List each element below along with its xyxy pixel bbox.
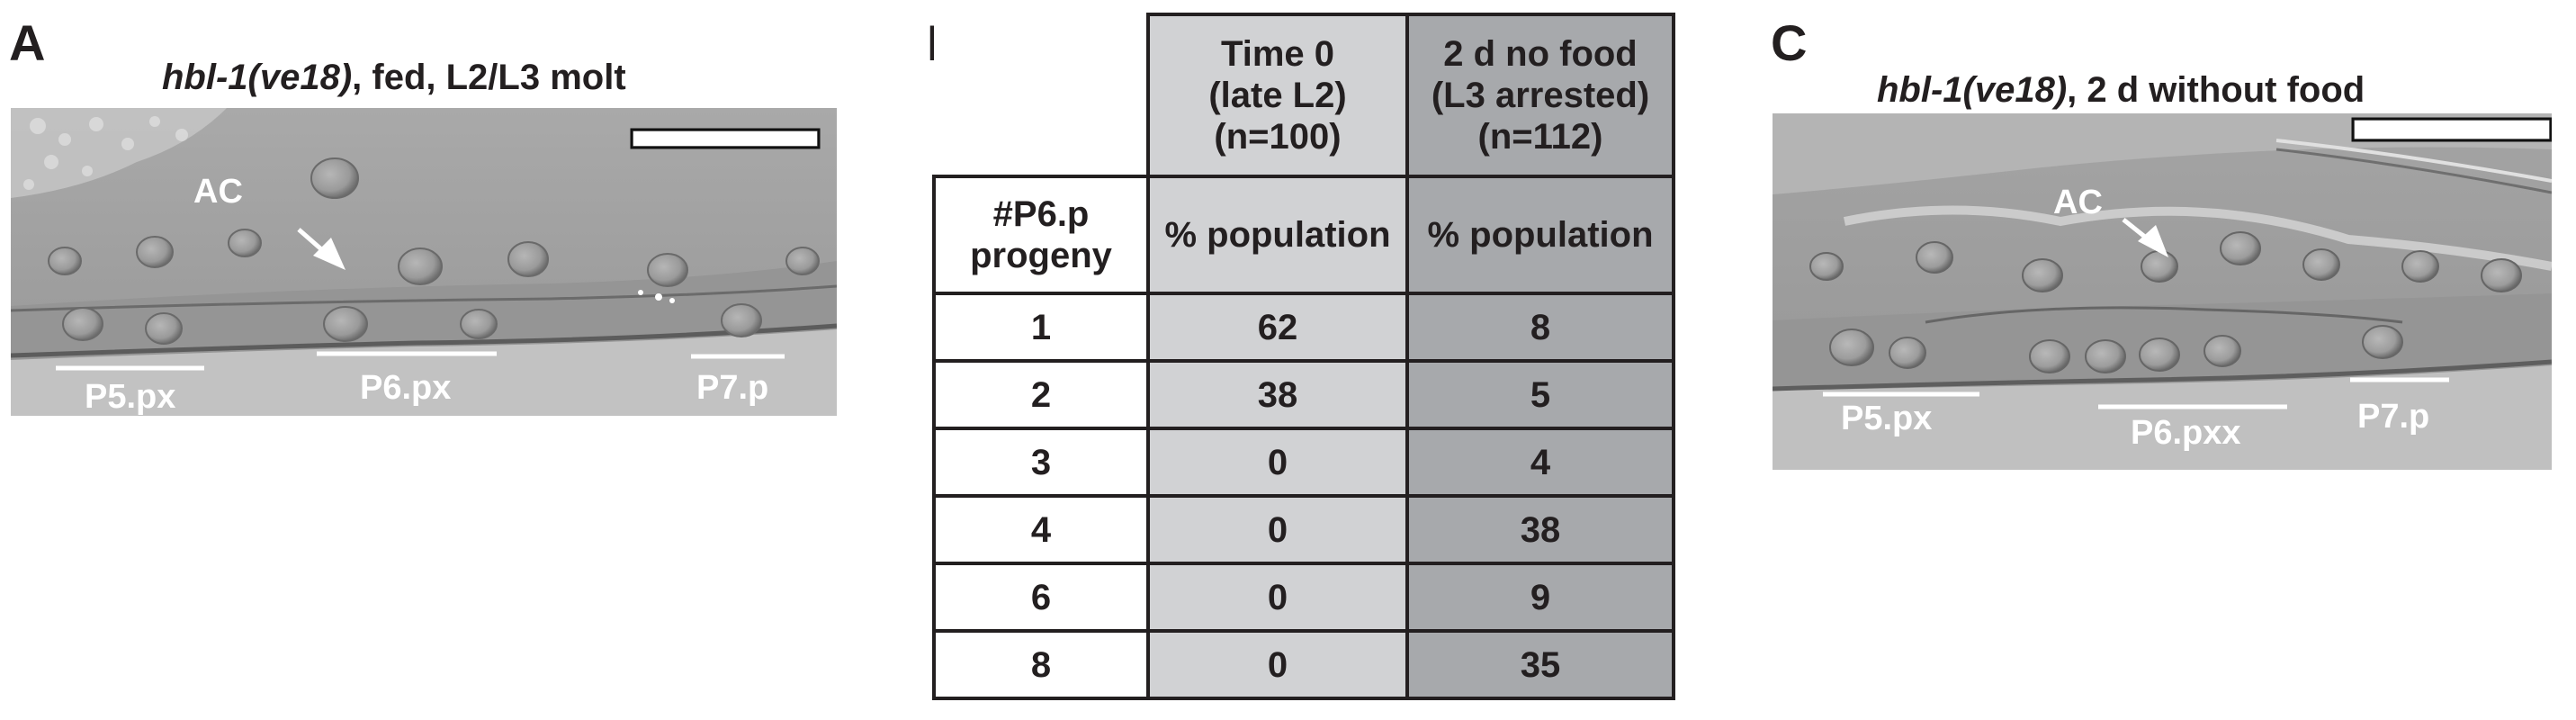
progeny-cell: 1 [932,292,1150,363]
panel-c-ac-arrowhead [2138,225,2168,257]
panel-c-p5-label: P5.px [1841,400,1933,437]
col-header-time0: Time 0 (late L2) (n=100) [1146,13,1409,178]
panel-c-title: hbl-1(ve18), 2 d without food [1877,72,2365,108]
no-food-cell: 5 [1405,359,1675,430]
progeny-table: Time 0 (late L2) (n=100) 2 d no food (L3… [932,13,1675,700]
no-food-cell: 8 [1405,292,1675,363]
time0-cell: 38 [1146,359,1409,430]
panel-a-title-genotype: hbl-1(ve18) [162,58,353,97]
panel-a-p5-label: P5.px [85,378,176,416]
panel-c-dic-image [1773,113,2552,470]
progeny-cell: 4 [932,494,1150,565]
time0-cell: 0 [1146,494,1409,565]
table-unit-row: #P6.p progeny % population % population [932,175,1675,295]
panel-a-p6-label: P6.px [360,369,452,407]
table-row: 8 0 35 [932,629,1675,700]
panel-a-dic-image [11,108,837,416]
col-header-no-food-line1: 2 d no food [1443,34,1638,74]
panel-c-title-genotype: hbl-1(ve18) [1877,70,2068,110]
row-header-line2: progeny [970,236,1112,275]
row-header-progeny: #P6.p progeny [932,175,1150,295]
panel-c-p6-label: P6.pxx [2131,414,2241,452]
panel-a-title: hbl-1(ve18), fed, L2/L3 molt [162,59,626,95]
no-food-cell: 9 [1405,562,1675,633]
progeny-cell: 3 [932,427,1150,498]
panel-a-title-condition: , fed, L2/L3 molt [352,58,626,97]
panel-c-title-condition: , 2 d without food [2067,70,2365,110]
table-row: 6 0 9 [932,562,1675,633]
table-row: 3 0 4 [932,427,1675,498]
col-header-no-food-line2: (L3 arrested) [1431,76,1650,115]
table-row: 1 62 8 [932,292,1675,363]
table-row: 2 38 5 [932,359,1675,430]
panel-a-letter: A [9,14,46,71]
panel-c-micrograph: AC P5.px P6.pxx P7.p [1773,113,2552,470]
no-food-cell: 4 [1405,427,1675,498]
panel-a-scale-bar [630,128,821,149]
time0-cell: 0 [1146,562,1409,633]
progeny-cell: 2 [932,359,1150,430]
panel-a-micrograph: AC P5.px P6.px P7.p [11,108,837,416]
progeny-cell: 6 [932,562,1150,633]
table-header-row: Time 0 (late L2) (n=100) 2 d no food (L3… [934,13,1675,178]
table-row: 4 0 38 [932,494,1675,565]
time0-cell: 0 [1146,629,1409,700]
col-header-time0-line1: Time 0 [1221,34,1334,74]
row-header-line1: #P6.p [992,194,1090,234]
time0-cell: 0 [1146,427,1409,498]
col-header-no-food: 2 d no food (L3 arrested) (n=112) [1405,13,1675,178]
col-header-time0-line2: (late L2) [1208,76,1347,115]
panel-c-letter: C [1771,14,1808,71]
unit-label-time0: % population [1146,175,1409,295]
no-food-cell: 38 [1405,494,1675,565]
progeny-cell: 8 [932,629,1150,700]
panel-a-ac-label: AC [193,173,243,211]
panel-a-ac-arrowhead [313,238,346,270]
panel-c-ac-label: AC [2053,184,2103,221]
col-header-time0-line3: (n=100) [1214,117,1342,157]
no-food-cell: 35 [1405,629,1675,700]
unit-label-no-food: % population [1405,175,1675,295]
table-corner [934,14,1150,178]
panel-a-p7-label: P7.p [696,369,769,407]
col-header-no-food-line3: (n=112) [1477,117,1603,157]
panel-c-p7-label: P7.p [2357,398,2430,436]
time0-cell: 62 [1146,292,1409,363]
panel-c-scale-bar [2351,117,2552,142]
